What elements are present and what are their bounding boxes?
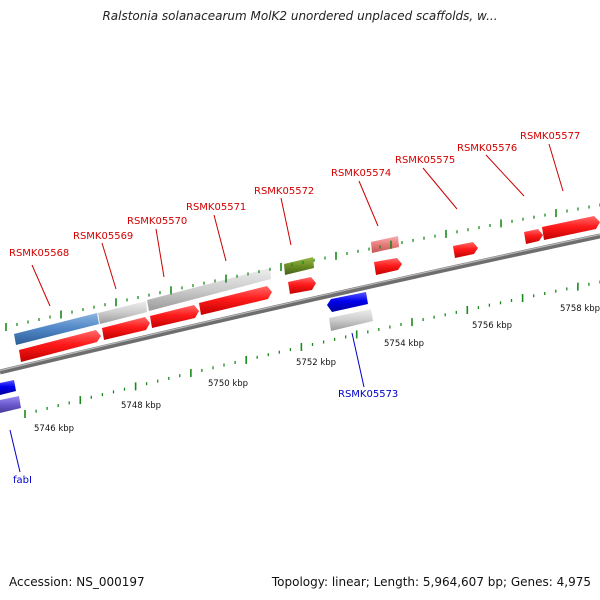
leader-line [280,197,292,246]
leader-line [155,228,165,278]
gene-arrow-RSMK05572[interactable] [288,277,316,294]
gene-arrow-RSMK05571[interactable] [199,286,272,315]
feature-gray-2[interactable] [147,268,271,311]
map-title: Ralstonia solanacearum MolK2 unordered u… [102,9,498,23]
feature-green[interactable] [284,257,314,275]
feature-pink[interactable] [371,236,399,253]
tick-row-upper [5,203,600,331]
gene-arrow-RSMK05573[interactable] [327,292,368,312]
gene-labels: RSMK05568 RSMK05569 RSMK05570 RSMK05571 … [9,131,580,486]
feature-purple-reverse[interactable] [0,396,21,413]
chromosome-backbone-highlight [0,233,600,372]
gene-arrow-RSMK05568[interactable] [19,330,101,362]
accession-text: Accession: NS_000197 [9,575,145,589]
leader-line [485,154,525,197]
scale-label: 5750 kbp [208,379,248,389]
gene-label-fabI[interactable]: fabI [13,475,32,486]
gene-arrow-RSMK05569[interactable] [102,317,150,340]
scale-label: 5748 kbp [121,401,161,411]
feature-gray-reverse[interactable] [329,309,373,331]
gene-label-RSMK05570[interactable]: RSMK05570 [127,216,187,227]
gene-label-RSMK05574[interactable]: RSMK05574 [331,168,391,179]
gene-label-RSMK05569[interactable]: RSMK05569 [73,231,133,242]
leader-lines [9,143,564,473]
gene-arrow-RSMK05574[interactable] [374,258,402,275]
leader-line [358,180,379,227]
gene-label-RSMK05568[interactable]: RSMK05568 [9,248,69,259]
gene-arrow-fabI[interactable] [0,380,16,395]
leader-line [548,143,564,192]
gene-arrow-RSMK05575[interactable] [453,242,478,258]
gene-arrow-RSMK05577[interactable] [542,216,600,240]
feature-steelblue[interactable] [14,313,99,345]
gene-arrow-RSMK05576[interactable] [524,229,543,244]
scale-label: 5754 kbp [384,339,424,349]
scale-label: 5752 kbp [296,358,336,368]
leader-line [422,167,458,210]
gene-label-RSMK05572[interactable]: RSMK05572 [254,186,314,197]
scale-labels: 5746 kbp 5748 kbp 5750 kbp 5752 kbp 5754… [34,304,600,434]
leader-line [213,214,227,262]
gene-label-RSMK05573[interactable]: RSMK05573 [338,389,398,400]
leader-line [351,332,365,388]
gene-label-RSMK05577[interactable]: RSMK05577 [520,131,580,142]
gene-label-RSMK05575[interactable]: RSMK05575 [395,155,455,166]
scale-label: 5746 kbp [34,424,74,434]
gene-label-RSMK05576[interactable]: RSMK05576 [457,143,517,154]
gene-arrow-RSMK05570[interactable] [150,305,199,328]
topology-summary: Topology: linear; Length: 5,964,607 bp; … [271,575,591,589]
gene-label-RSMK05571[interactable]: RSMK05571 [186,202,246,213]
tick-row-lower [24,280,600,418]
leader-line [101,242,117,290]
scale-label: 5756 kbp [472,321,512,331]
leader-line [31,264,51,307]
feature-gray-1[interactable] [98,301,147,324]
scale-label: 5758 kbp [560,304,600,314]
chromosome-backbone [0,233,600,375]
leader-line [9,429,21,473]
